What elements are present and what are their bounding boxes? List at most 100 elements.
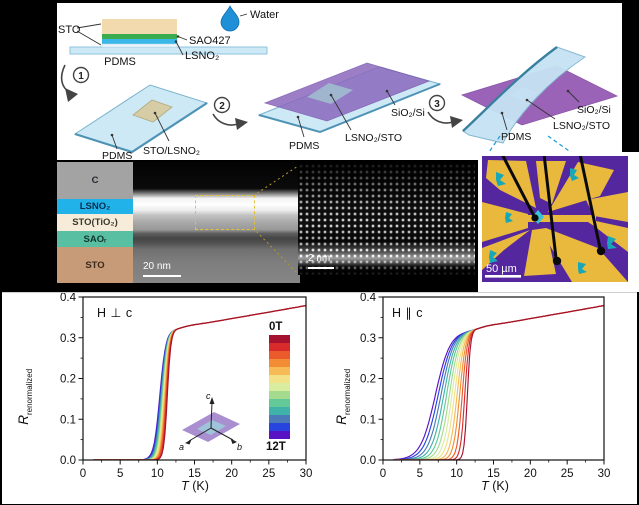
x-tick-label: 15	[487, 468, 500, 480]
chart-h-parallel-c: Rrenormalized 0 5 10 15 20 25 30 0.0 0.1 0.2 0.3 0.…	[320, 292, 637, 504]
step2-substrate-label: SiO₂/Si	[391, 107, 425, 119]
y-tick-label: 0.4	[60, 293, 77, 304]
sao427-layer	[102, 34, 177, 39]
colorbar-segment	[269, 351, 290, 359]
svg-text:2: 2	[219, 101, 225, 112]
curve-0T	[93, 304, 306, 460]
x-tick-label: 25	[262, 468, 275, 480]
x-tick-label: 10	[151, 468, 164, 480]
curve-7T	[393, 304, 604, 460]
x-tick-label: 25	[561, 468, 574, 480]
curve-10T	[393, 304, 604, 460]
colorbar-segment	[269, 407, 290, 415]
x-tick-label: 5	[117, 468, 123, 480]
curve-11T	[393, 304, 604, 460]
layer-swatch: SAOᵣ	[57, 231, 133, 247]
tem-cross-section-panel: C LSNO₂ STO(TiO₂) SAOᵣ STO 20 nm	[57, 162, 300, 283]
curve-0T	[393, 304, 604, 460]
colorbar-segment	[269, 423, 290, 431]
inset-axis-b: b	[237, 442, 242, 452]
curve-8T	[393, 304, 604, 460]
colorbar-segment	[269, 367, 290, 375]
lsno2-label: LSNO₂	[185, 50, 219, 62]
transport-charts: Rrenormalized 0 5 10 15 20 25 30 0.0 0.1 0.2 0.3 0.…	[2, 292, 637, 504]
step1-pdms-label: PDMS	[102, 150, 132, 160]
step3-substrate-label: SiO₂/Si	[577, 104, 611, 116]
curve-2T	[393, 304, 604, 460]
x-tick-label: 20	[524, 468, 537, 480]
curve-12T	[393, 304, 604, 460]
optical-scalebar	[485, 275, 521, 278]
step2-badge	[213, 96, 231, 114]
tem-stem-connectors	[253, 165, 299, 275]
layer-swatch: C	[57, 162, 133, 199]
curve-1T	[393, 304, 604, 460]
colorbar-segment	[269, 383, 290, 391]
colorbar-segment	[269, 375, 290, 383]
y-tick-label: 0.1	[60, 414, 76, 426]
colorbar-segment	[269, 343, 290, 351]
y-tick-label: 0.2	[360, 374, 376, 386]
tem-image: 20 nm	[133, 162, 300, 283]
colorbar-segment	[269, 391, 290, 399]
inset-axis-c: c	[206, 391, 211, 401]
x-axis-label: T (K)	[481, 479, 509, 493]
colorbar-segment	[269, 359, 290, 367]
pdms-sheet	[69, 46, 268, 55]
x-tick-label: 30	[300, 468, 313, 480]
x-tick-label: 30	[598, 468, 611, 480]
plot-frame	[382, 296, 605, 461]
chart-title: H ∥ c	[392, 306, 423, 320]
optical-scalebar-label: 50 µm	[486, 263, 517, 275]
y-tick-label: 0.0	[360, 455, 376, 467]
water-droplet-icon	[220, 5, 240, 32]
water-label: Water	[250, 9, 279, 21]
crystal-axes-inset: c a b	[179, 391, 242, 452]
x-tick-label: 0	[380, 468, 386, 480]
oxide-patches	[489, 168, 617, 274]
plot-h-parallel-c: 0 5 10 15 20 25 30 0.0 0.1 0.2 0.3 0.4	[360, 292, 611, 480]
stack-pdms-label: PDMS	[104, 56, 136, 68]
curve-3T	[393, 304, 604, 460]
curves	[393, 304, 604, 460]
colorbar-segment	[269, 399, 290, 407]
step3-arrow	[427, 111, 454, 124]
colorbar-segment	[269, 431, 290, 439]
optical-image-card: 50 µm	[478, 152, 639, 292]
colorbar-bottom-label: 12T	[266, 441, 286, 453]
curve-5T	[393, 304, 604, 460]
step1-film-square	[132, 99, 173, 123]
x-axis-label: T (K)	[181, 479, 209, 493]
step2-arrow	[212, 113, 239, 126]
sto-substrate-block	[102, 19, 177, 34]
layer-legend-column: C LSNO₂ STO(TiO₂) SAOᵣ STO	[57, 162, 133, 283]
y-axis-label: Rrenormalized	[334, 368, 352, 425]
colorbar-top-label: 0T	[269, 321, 283, 333]
step3-badge	[428, 94, 446, 112]
x-tick-label: 10	[450, 468, 463, 480]
y-tick-label: 0.3	[60, 333, 76, 345]
optical-device-image: 50 µm	[482, 156, 628, 282]
curve-9T	[393, 304, 604, 460]
tem-zoom-box	[195, 195, 255, 230]
y-tick-label: 0.2	[60, 374, 76, 386]
layer-swatch: STO	[57, 247, 133, 283]
step3-film-label: LSNO₂/STO	[553, 120, 610, 132]
curve-4T	[393, 304, 604, 460]
layer-swatch: STO(TiO₂)	[57, 214, 133, 231]
step1-film-label: STO/LSNO₂	[143, 145, 200, 157]
chart-h-perp-c: Rrenormalized 0 5 10 15 20 25 30 0.0 0.1 0.2 0.3 0.…	[2, 292, 320, 504]
stem-atomic-image: 2 nm	[298, 163, 475, 275]
svg-text:3: 3	[434, 99, 440, 110]
tem-scalebar: 20 nm	[143, 261, 181, 277]
step1-pdms-slab	[73, 84, 209, 153]
inset-axis-a: a	[179, 442, 184, 452]
sto-cap-layer	[101, 43, 178, 48]
x-tick-label: 0	[80, 468, 86, 480]
step2-film-label: LSNO₂/STO	[345, 132, 402, 144]
x-tick-label: 15	[188, 468, 201, 480]
step2-pdms-label: PDMS	[289, 140, 319, 152]
y-tick-label: 0.0	[60, 455, 76, 467]
y-tick-label: 0.1	[360, 414, 376, 426]
